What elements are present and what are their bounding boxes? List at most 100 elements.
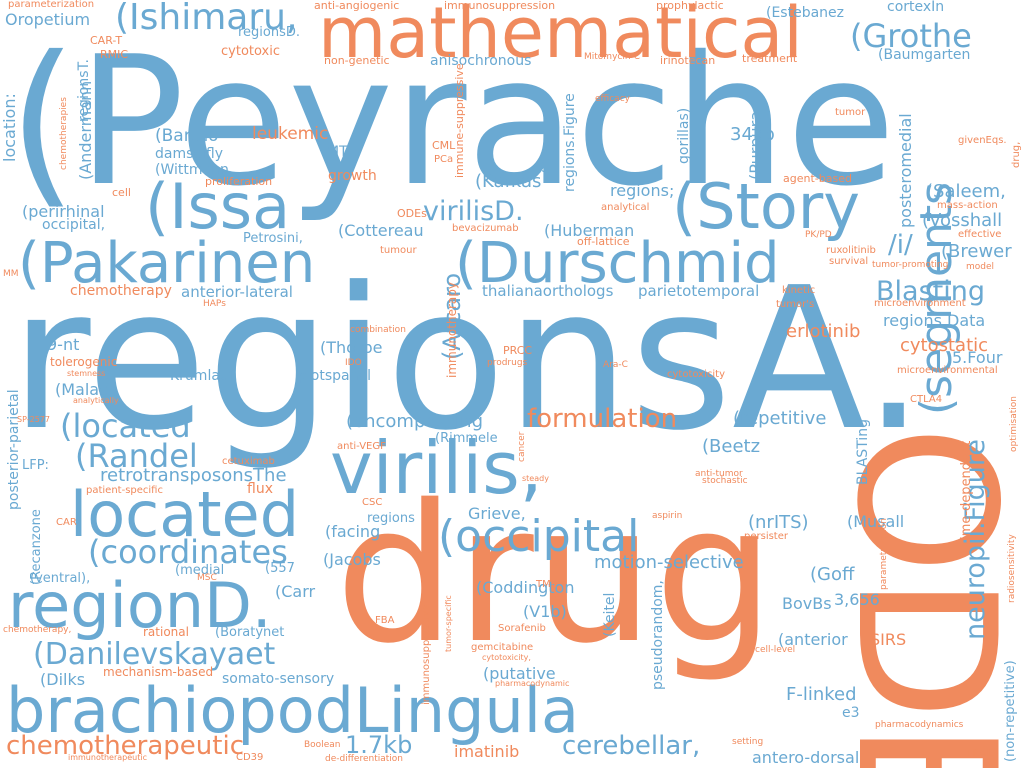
word-grieve: Grieve, bbox=[468, 504, 526, 523]
word-model: model bbox=[966, 262, 995, 272]
word-saleem: (Saleem, bbox=[926, 181, 1006, 202]
word-damselfly: damselfly bbox=[155, 146, 224, 162]
word-pharmacodynamics: pharmacodynamics bbox=[875, 720, 964, 730]
word-oropetium: Oropetium bbox=[5, 10, 91, 29]
word-drug: drug bbox=[335, 464, 775, 685]
word-regionsd: regionsD. bbox=[238, 25, 301, 40]
word-mechanism-based: mechanism-based bbox=[103, 665, 214, 679]
word-malach: (Malach bbox=[55, 380, 119, 399]
word-located: located bbox=[70, 478, 300, 551]
word-non-genetic: non-genetic bbox=[324, 54, 390, 67]
word-parametrization: parametrization bbox=[879, 518, 889, 590]
word-medial: (medial bbox=[175, 563, 225, 578]
word-efficacy: efficacy bbox=[595, 94, 630, 104]
word-durschmid: (Durschmid bbox=[455, 231, 780, 296]
word-cell-level: cell-level bbox=[755, 645, 796, 655]
word-off-lattice: off-lattice bbox=[577, 235, 630, 248]
word-virilis: virilis, bbox=[330, 426, 543, 510]
word-facing: (facing bbox=[325, 522, 381, 541]
word-agent-based: agent-based bbox=[783, 172, 852, 185]
word-patient-specific: patient-specific bbox=[86, 485, 163, 496]
word-immune-suppressive: immune-suppressive bbox=[453, 63, 466, 178]
word-cortexin: cortexIn bbox=[887, 0, 945, 15]
word-stemness: stemness bbox=[67, 369, 106, 378]
word-aspirin: aspirin bbox=[652, 511, 683, 521]
word-parietotemporal: parietotemporal bbox=[638, 282, 760, 300]
word-treatment: treatment bbox=[742, 52, 798, 65]
word-combination: combination bbox=[350, 325, 406, 335]
word-brewer: (Brewer bbox=[941, 241, 1012, 262]
word-fba: FBA bbox=[375, 615, 395, 626]
word-chemotherapy: chemotherapy bbox=[70, 283, 172, 299]
word-cytostatic: cytostatic bbox=[900, 335, 989, 356]
word-csc: CSC bbox=[362, 497, 383, 508]
word-bartho: (Bartho bbox=[155, 126, 219, 146]
word-3656: 3,656 bbox=[834, 590, 880, 609]
word-tumor-promoting: tumor-promoting bbox=[872, 260, 949, 270]
word-regions-semi: regions; bbox=[610, 181, 675, 200]
word-ishimaru: (Ishimaru, bbox=[115, 0, 298, 38]
word-de-differentiation: de-differentiation bbox=[325, 754, 403, 764]
word-ruxolitinib: ruxolitinib bbox=[826, 245, 876, 256]
word-chemotherapies: chemotherapies bbox=[59, 97, 69, 170]
word-brachiopodlingula: brachiopodLingula bbox=[6, 674, 579, 747]
word-sorafenib: Sorafenib bbox=[498, 623, 546, 634]
word-thalianaorthologs: thalianaorthologs bbox=[482, 282, 614, 300]
word-motion-selective: motion-selective bbox=[594, 552, 744, 573]
word-regions-figure: regions.Figure bbox=[562, 93, 578, 192]
word-perirhinal: (perirhinal bbox=[22, 202, 105, 221]
word-anti-angiogenic: anti-angiogenic bbox=[314, 0, 400, 12]
word-car: CAR bbox=[56, 517, 77, 528]
word-microenvironment: microenvironment bbox=[874, 298, 966, 309]
word-i: /i/ bbox=[888, 230, 913, 260]
word-immunotherapy: immunotherapy bbox=[445, 282, 459, 378]
word-occipital: (occipital bbox=[438, 511, 640, 562]
word-boolean: Boolean bbox=[304, 740, 341, 750]
word-trail: TRAIL bbox=[966, 748, 995, 759]
word-anterior-lateral: anterior-lateral bbox=[181, 283, 293, 301]
word-rimmele: (Rimmele bbox=[435, 431, 498, 446]
word-putative: (putative bbox=[483, 664, 556, 683]
word-cetuximab: cetuximab bbox=[222, 456, 275, 467]
word-tme: TME bbox=[536, 579, 558, 590]
word-cell: cell bbox=[112, 186, 131, 199]
word-f-linked: F-linked bbox=[786, 684, 857, 705]
word-blasting: Blasting bbox=[876, 276, 985, 307]
word-cytotoxicity: cytotoxicity bbox=[667, 369, 725, 380]
word-analytically: analytically bbox=[73, 396, 119, 405]
word-located2: (located bbox=[60, 407, 191, 445]
word-survival: survival bbox=[829, 256, 869, 267]
word-bovbs: BovBs bbox=[782, 594, 832, 613]
word-somato-sensory: somato-sensory bbox=[222, 671, 335, 687]
word-posterior-parietal: posterior-parietal bbox=[6, 389, 22, 510]
word-danilevskayaet: (Danilevskayaet bbox=[33, 637, 276, 672]
word-immunotherapeutic: immunotherapeutic bbox=[68, 753, 147, 762]
word-microenvironmental: microenvironmental bbox=[897, 365, 998, 376]
word-anterior: (anterior bbox=[778, 630, 848, 649]
word-mt1: MT1, bbox=[327, 144, 361, 160]
word-chemotherapeutic: chemotherapeutic bbox=[6, 731, 244, 761]
word-formulation: formulation bbox=[527, 404, 678, 434]
word-sp-2577: SP-2577 bbox=[17, 415, 50, 424]
word-chemotherapy-comma: chemotherapy, bbox=[3, 625, 72, 635]
word-antero-dorsal: antero-dorsal bbox=[752, 748, 860, 767]
word-regions-data: regions.Data bbox=[883, 311, 986, 330]
word-purpura: (Purpura bbox=[746, 110, 765, 180]
word-carr: (Carr bbox=[275, 582, 316, 601]
word-repetitive: (repetitive bbox=[733, 408, 827, 429]
word-boratynet: (Boratynet bbox=[215, 625, 285, 640]
word-randel: (Randel bbox=[75, 437, 198, 475]
word-34kb: 34kb bbox=[730, 124, 775, 145]
word-persister: persister bbox=[744, 531, 788, 542]
word-msc: MSC bbox=[197, 573, 217, 583]
word-immunosuppression: immunosuppression bbox=[444, 0, 556, 12]
word-gemcitabine: gemcitabine bbox=[471, 642, 534, 653]
word-coddington: (Coddington bbox=[476, 578, 575, 597]
word-story: (Story bbox=[672, 170, 860, 243]
word-stochastic: stochastic bbox=[702, 476, 748, 486]
word-peyrache: (Peyrache bbox=[8, 18, 896, 225]
word-5four: 5.Four bbox=[952, 348, 1003, 367]
word-grothe: (Grothe bbox=[850, 17, 972, 55]
word-nrits: (nrITS) bbox=[748, 512, 809, 533]
